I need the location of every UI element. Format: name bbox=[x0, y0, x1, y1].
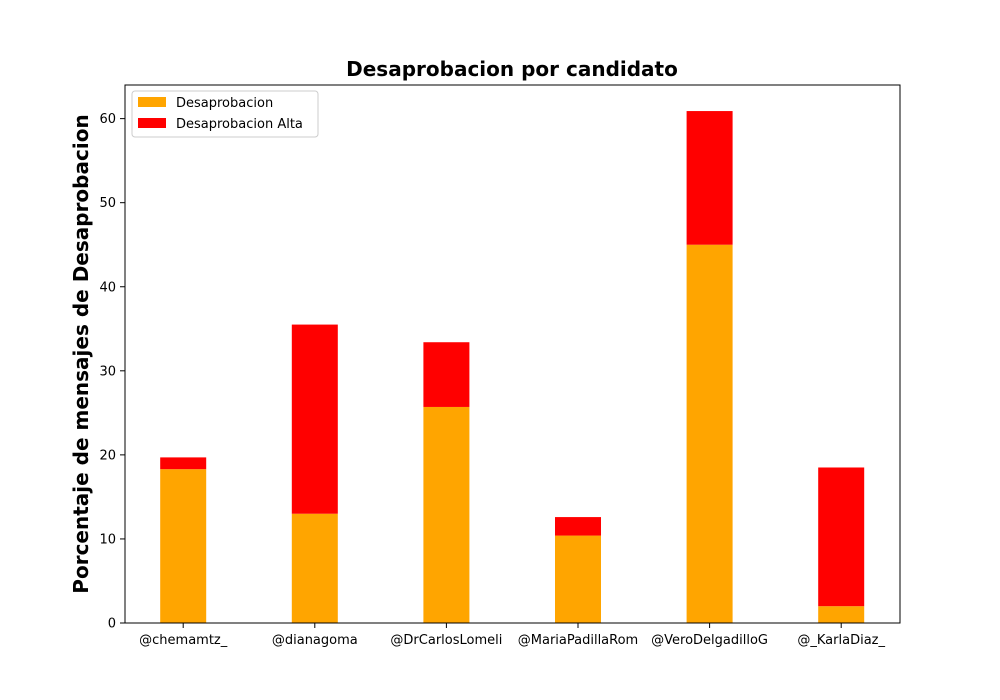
bar-desaprobacion-alta-karladiaz bbox=[818, 467, 865, 607]
y-tick-label: 60 bbox=[99, 112, 116, 127]
y-tick-label: 30 bbox=[99, 364, 116, 379]
y-tick-label: 50 bbox=[99, 196, 116, 211]
legend-swatch-desaprobacion-alta bbox=[138, 118, 166, 128]
bar-desaprobacion-verodelgadillog bbox=[686, 244, 733, 623]
bar-desaprobacion-dianagoma bbox=[291, 513, 338, 623]
x-tick-label: @dianagoma bbox=[272, 633, 358, 648]
y-axis-ticks: 0 10 20 30 40 50 60 bbox=[99, 112, 125, 632]
bar-desaprobacion-alta-verodelgadillog bbox=[686, 111, 733, 245]
legend-label-desaprobacion-alta: Desaprobacion Alta bbox=[176, 117, 303, 132]
bar-desaprobacion-alta-chemamtz bbox=[160, 457, 207, 470]
bar-desaprobacion-drcarloslomeli bbox=[423, 406, 470, 623]
x-tick-label: @MariaPadillaRom bbox=[518, 633, 638, 648]
legend-swatch-desaprobacion bbox=[138, 97, 166, 107]
x-axis-ticks: @chemamtz_ @dianagoma @DrCarlosLomeli @Mari… bbox=[139, 623, 885, 648]
bar-desaprobacion-mariapadillarom bbox=[555, 535, 601, 623]
plot-frame bbox=[124, 84, 901, 624]
legend: Desaprobacion Desaprobacion Alta bbox=[131, 90, 319, 138]
bar-desaprobacion-alta-dianagoma bbox=[291, 324, 338, 514]
bar-desaprobacion-alta-drcarloslomeli bbox=[423, 342, 470, 407]
bar-desaprobacion-chemamtz bbox=[160, 469, 207, 623]
y-tick-label: 40 bbox=[99, 280, 116, 295]
y-axis-label: Porcentaje de mensajes de Desaprobacion bbox=[69, 114, 93, 593]
x-tick-label: @VeroDelgadilloG bbox=[651, 633, 768, 648]
y-tick-label: 10 bbox=[99, 532, 116, 547]
chart-title: Desaprobacion por candidato bbox=[346, 57, 678, 81]
bar-desaprobacion-karladiaz bbox=[818, 606, 865, 623]
x-tick-label: @_KarlaDiaz_ bbox=[797, 633, 885, 648]
legend-label-desaprobacion: Desaprobacion bbox=[176, 96, 273, 111]
bar-desaprobacion-alta-mariapadillarom bbox=[555, 517, 601, 536]
y-tick-label: 0 bbox=[108, 617, 116, 632]
x-tick-label: @chemamtz_ bbox=[139, 633, 228, 648]
legend-box bbox=[131, 90, 319, 138]
bars-group bbox=[160, 111, 865, 623]
x-tick-label: @DrCarlosLomeli bbox=[390, 633, 502, 648]
y-tick-label: 20 bbox=[99, 448, 116, 463]
